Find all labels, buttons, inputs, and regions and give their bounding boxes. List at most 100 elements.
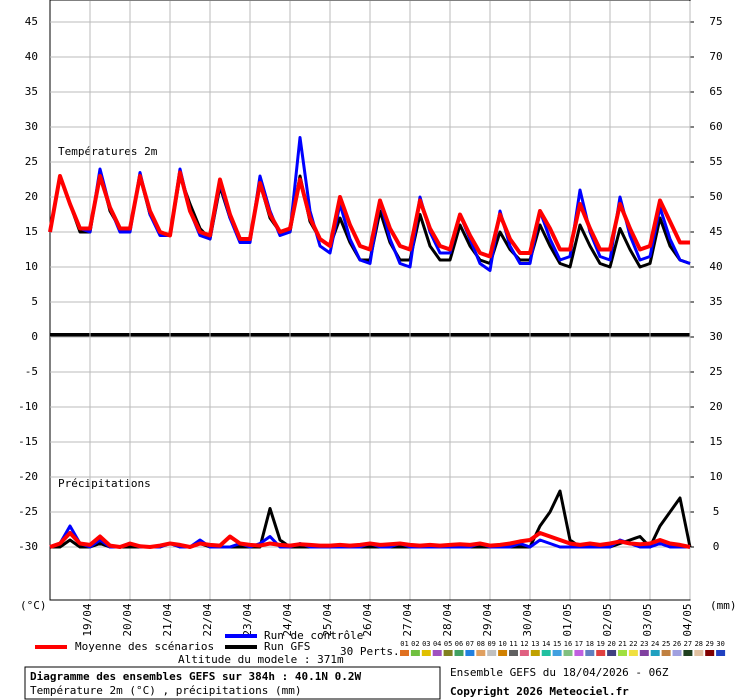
- y-unit: (°C): [20, 599, 47, 612]
- x-tick-label: 26/04: [361, 603, 374, 636]
- y-tick-label: 10: [25, 260, 38, 273]
- perturbation-label: 30: [716, 640, 724, 648]
- x-tick-label: 29/04: [481, 603, 494, 636]
- perturbation-label: 17: [575, 640, 583, 648]
- y2-tick-label: 60: [709, 120, 722, 133]
- y2-tick-label: 5: [713, 505, 720, 518]
- perturbation-swatch: [498, 650, 508, 656]
- legend-label: Moyenne des scénarios: [75, 640, 214, 653]
- perturbation-label: 22: [629, 640, 637, 648]
- y-tick-label: 30: [25, 120, 38, 133]
- perturbation-label: 05: [444, 640, 452, 648]
- perturbation-label: 24: [651, 640, 659, 648]
- y-tick-label: 40: [25, 50, 38, 63]
- perturbation-label: 23: [640, 640, 648, 648]
- temperature-line: [48, 170, 690, 259]
- perturbation-label: 06: [455, 640, 463, 648]
- perturbation-swatch: [607, 650, 617, 656]
- perturbation-label: 20: [607, 640, 615, 648]
- perturbation-label: 01: [400, 640, 408, 648]
- perturbation-swatch: [694, 650, 704, 656]
- x-tick-label: 27/04: [401, 603, 414, 636]
- perturbation-label: 12: [520, 640, 528, 648]
- y-tick-label: 25: [25, 155, 38, 168]
- perturbation-swatch: [541, 650, 551, 656]
- perturbation-swatch: [454, 650, 464, 656]
- y-tick-label: 0: [31, 330, 38, 343]
- perturbation-label: 25: [662, 640, 670, 648]
- y2-tick-label: 10: [709, 470, 722, 483]
- y-tick-label: -20: [18, 470, 38, 483]
- perturbation-swatch: [530, 650, 540, 656]
- perturbation-swatch: [487, 650, 497, 656]
- perturbation-label: 03: [422, 640, 430, 648]
- perturbation-label: 10: [498, 640, 506, 648]
- y-tick-label: 20: [25, 190, 38, 203]
- perturbation-label: 21: [618, 640, 626, 648]
- legend-label: Run de contrôle: [264, 629, 363, 642]
- y2-tick-label: 45: [709, 225, 722, 238]
- y2-tick-label: 0: [713, 540, 720, 553]
- y-tick-label: -15: [18, 435, 38, 448]
- y2-tick-label: 70: [709, 50, 722, 63]
- perturbation-label: 16: [564, 640, 572, 648]
- y2-tick-label: 15: [709, 435, 722, 448]
- footer-subtitle: Température 2m (°C) , précipitations (mm…: [30, 684, 302, 697]
- y2-unit: (mm): [710, 599, 737, 612]
- perturbation-swatch: [683, 650, 693, 656]
- y2-tick-label: 35: [709, 295, 722, 308]
- x-tick-label: 22/04: [201, 603, 214, 636]
- perturbation-label: 11: [509, 640, 517, 648]
- y2-tick-label: 75: [709, 15, 722, 28]
- precipitation-line: [49, 531, 691, 549]
- perturbation-label: 28: [695, 640, 703, 648]
- perturbation-swatch: [432, 650, 442, 656]
- perturbation-label: 19: [596, 640, 604, 648]
- perturbation-swatch: [628, 650, 638, 656]
- perturbation-swatch: [519, 650, 529, 656]
- perturbation-label: 09: [487, 640, 495, 648]
- y-tick-label: 35: [25, 85, 38, 98]
- temperature-label: Températures 2m: [58, 145, 158, 158]
- copyright: Copyright 2026 Meteociel.fr: [450, 685, 629, 698]
- perturbation-swatch: [650, 650, 660, 656]
- y2-tick-label: 50: [709, 190, 722, 203]
- perturbation-swatch: [661, 650, 671, 656]
- perturbation-label: 18: [586, 640, 594, 648]
- x-tick-label: 04/05: [681, 604, 694, 637]
- y-tick-label: -5: [25, 365, 38, 378]
- x-tick-label: 30/04: [521, 603, 534, 636]
- perturbation-swatch: [465, 650, 475, 656]
- perturbation-swatch: [705, 650, 715, 656]
- y-tick-label: -30: [18, 540, 38, 553]
- legend-label: Run GFS: [264, 640, 310, 653]
- perturbation-swatch: [618, 650, 627, 656]
- y-tick-label: -25: [18, 505, 38, 518]
- perturbation-swatch: [596, 650, 606, 656]
- footer-box: [24, 666, 441, 700]
- altitude-note: Altitude du modele : 371m: [178, 653, 344, 666]
- perturbation-swatch: [476, 650, 486, 656]
- x-tick-label: 02/05: [601, 604, 614, 637]
- run-info: Ensemble GEFS du 18/04/2026 - 06Z: [450, 666, 669, 679]
- y-tick-label: -10: [18, 400, 38, 413]
- perturbation-swatch: [585, 650, 595, 656]
- x-tick-label: 03/05: [641, 604, 654, 637]
- perturbation-label: 29: [705, 640, 713, 648]
- perturbation-swatch: [716, 650, 726, 656]
- perturbation-label: 26: [673, 640, 681, 648]
- y2-tick-label: 25: [709, 365, 722, 378]
- perturbation-label: 15: [553, 640, 561, 648]
- x-tick-label: 24/04: [281, 603, 294, 636]
- perturbation-swatch: [400, 650, 409, 656]
- perturbation-swatch: [421, 650, 431, 656]
- y-tick-label: 15: [25, 225, 38, 238]
- y-tick-label: 5: [31, 295, 38, 308]
- perturbation-label: 07: [466, 640, 474, 648]
- x-tick-label: 23/04: [241, 603, 254, 636]
- perturbation-swatch: [639, 650, 649, 656]
- perturbation-label: 04: [433, 640, 441, 648]
- y2-tick-label: 20: [709, 400, 722, 413]
- perturbation-swatch: [574, 650, 584, 656]
